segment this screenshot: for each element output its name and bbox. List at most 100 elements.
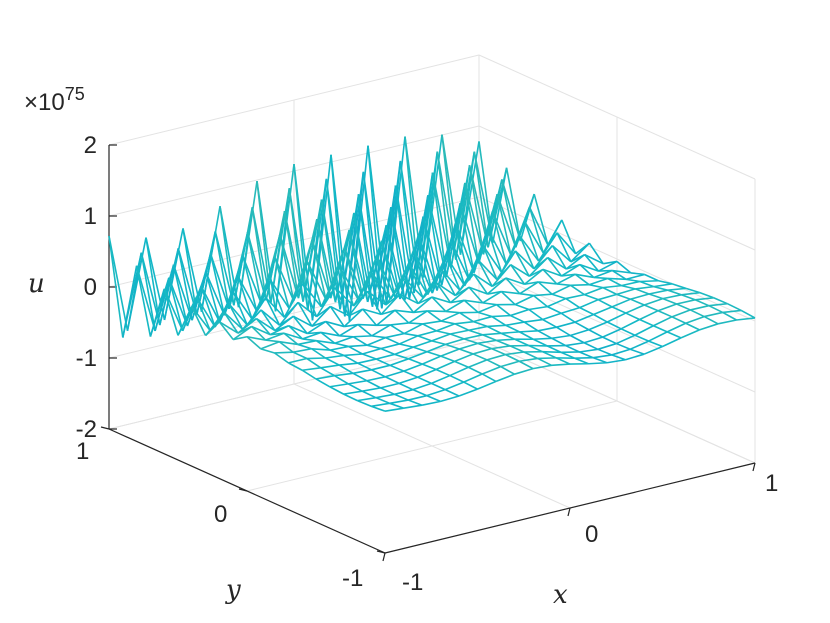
mesh-edge [408,351,428,360]
mesh-edge [482,334,497,342]
mesh-edge [634,334,650,342]
mesh-edge [528,206,545,254]
mesh-edge [537,281,553,295]
x-tick-label: -1 [402,569,423,596]
x-tick-label: 0 [585,521,598,548]
mesh-edge [648,340,663,348]
mesh-edge [297,343,312,350]
mesh-edge [422,363,437,371]
mesh-edge [473,273,489,295]
mesh-edge [593,269,613,279]
mesh-edge [533,293,553,297]
mesh-edge [399,293,419,305]
mesh-edge [556,232,577,255]
mesh-edge [371,324,391,337]
mesh-edge [394,309,414,314]
mesh-edge [339,362,358,366]
mesh-edge [440,320,456,325]
mesh-edge [237,276,253,320]
mesh-edge [588,329,603,338]
mesh-edge [408,358,423,365]
mesh-edge [634,288,650,295]
mesh-edge [450,240,471,281]
mesh-edge [487,228,508,265]
mesh-edge [657,309,673,318]
mesh-edge [302,283,322,308]
mesh-edge [481,373,497,383]
mesh-edge [436,323,456,332]
mesh-edge [389,358,409,367]
mesh-edge [278,341,294,353]
mesh-edge [464,182,480,264]
mesh-edge [699,291,714,299]
mesh-edge [523,268,544,285]
mesh-edge [325,354,345,359]
mesh-edge [371,272,387,306]
mesh-edge [366,344,382,350]
mesh-edge [108,235,124,338]
mesh-edge [172,264,189,327]
mesh-edge [412,388,428,397]
mesh-edge [667,289,682,296]
mesh-edge [445,338,465,346]
mesh-edge [380,343,400,350]
mesh-edge [593,306,613,316]
mesh-edge [426,351,442,357]
mesh-edge [279,234,295,301]
mesh-edge [431,296,447,312]
mesh-edge [463,299,479,313]
mesh-edge [265,332,285,341]
mesh-edge [380,347,396,356]
mesh-edge [704,311,723,318]
mesh-edge [403,277,424,299]
mesh-edge [366,380,381,389]
mesh-edge [380,382,400,389]
mesh-edge [297,301,313,327]
y-tick-mark [376,550,386,554]
mesh-edge [394,346,414,356]
mesh-edge [394,388,414,396]
mesh-edge [491,211,512,256]
mesh-edge [612,269,631,274]
mesh-edge [528,308,544,321]
mesh-edge [496,304,511,317]
mesh-edge [662,337,682,348]
mesh-edge [666,331,682,339]
mesh-edge [228,303,244,330]
mesh-edge [496,338,515,342]
mesh-edge [191,306,211,332]
mesh-edge [195,296,216,328]
mesh-edge [464,299,483,304]
mesh-edge [380,240,397,298]
mesh-edge [288,261,309,309]
mesh-edge [311,178,328,321]
mesh-edge [625,353,645,361]
mesh-edge [260,348,275,354]
mesh-edge [352,372,368,382]
mesh-edge [408,310,428,324]
mesh-edge [408,263,424,298]
y-tick-mark [100,426,110,430]
mesh-edge [491,211,508,265]
mesh-edge [671,283,687,290]
mesh-edge [417,376,432,385]
mesh-edge [584,253,604,265]
mesh-edge [348,345,363,355]
mesh-edge [459,202,475,273]
mesh-edge [390,207,406,301]
mesh-edge [551,363,571,367]
mesh-edge [510,264,526,285]
mesh-edge [450,299,465,304]
mesh-edge [297,301,318,318]
mesh-edge [551,334,571,340]
mesh-edge [477,342,492,350]
mesh-edge [195,296,212,332]
mesh-edge [565,253,586,270]
mesh-edge [384,407,404,412]
mesh-edge [417,234,434,294]
mesh-edge [311,239,327,300]
mesh-edge [551,337,566,347]
mesh-edge [464,182,485,255]
mesh-edge [538,281,557,285]
mesh-edge [625,273,645,281]
